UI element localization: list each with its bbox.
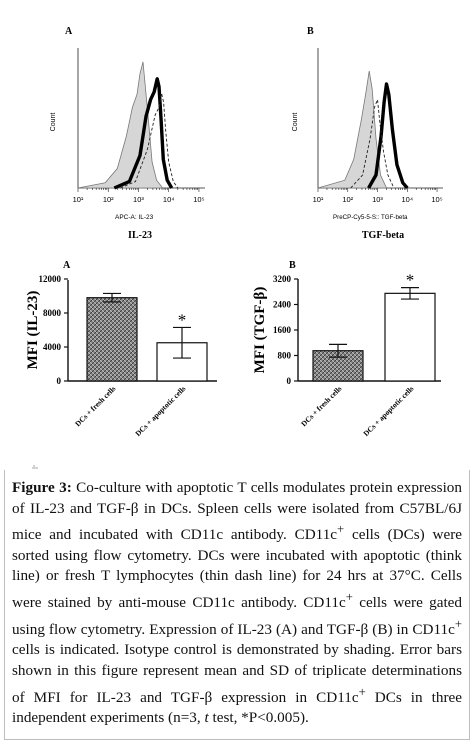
x-category-label: DCs + fresh cells xyxy=(73,384,117,428)
y-tick-label: 0 xyxy=(57,376,62,386)
fresh-cells-curve xyxy=(350,99,395,189)
caption-superscript: + xyxy=(454,616,462,631)
x-category-label: DCs + apoptotic cells xyxy=(133,384,187,438)
figure-caption: Figure 3: Co-culture with apoptotic T ce… xyxy=(12,478,462,729)
bar-chart-il23: A MFI (IL-23) 0 4000 8000 12000 DCs + fresh … xyxy=(25,260,217,438)
y-tick-label: 1600 xyxy=(273,325,292,335)
y-tick-label: 0 xyxy=(287,376,292,386)
x-tick-label: 10¹ xyxy=(313,195,324,204)
bar xyxy=(384,292,436,382)
y-tick-label: 3200 xyxy=(273,274,292,284)
bar xyxy=(86,297,138,382)
caption-text: DCs in three independent experiments (n=… xyxy=(12,688,462,727)
x-category-label: DCs + fresh cells xyxy=(299,384,343,428)
x-tick-label: 10¹ xyxy=(73,195,84,204)
y-tick-label: 4000 xyxy=(43,342,62,352)
x-tick-label: 10⁴ xyxy=(163,195,175,204)
panel-label: A xyxy=(63,260,71,271)
x-axis-label: PreCP-Cy5-5-S:: TGF-beta xyxy=(333,214,408,221)
histogram-tgfbeta: B Count 10¹ 10² 10³ 10⁴ 10⁵ PreCP-Cy5-5-S:: … xyxy=(292,26,443,241)
caption-superscript: + xyxy=(358,684,366,699)
y-tick-label: 12000 xyxy=(39,274,62,284)
histogram-title: TGF-beta xyxy=(362,230,404,241)
x-tick-label: 10⁴ xyxy=(401,195,413,204)
y-axis-label: MFI (TGF-β) xyxy=(252,287,268,374)
apoptotic-cells-curve xyxy=(113,77,174,190)
caption-text: cells (DCs) were sorted using flow cytom… xyxy=(12,526,462,612)
x-axis-label: APC-A: IL-23 xyxy=(115,214,154,221)
x-tick-label: 10³ xyxy=(133,195,144,204)
x-category-label: DCs + apoptotic cells xyxy=(361,384,415,438)
x-tick-label: 10² xyxy=(342,195,353,204)
caption-text: Co-culture with apoptotic T cells modula… xyxy=(12,479,462,544)
y-tick-label: 800 xyxy=(278,351,292,361)
x-tick-label: 10² xyxy=(103,195,114,204)
panel-label: B xyxy=(307,26,314,37)
histogram-il23: A Count 10¹ 10² 10³ 10⁴ 10⁵ APC-A: IL-23 IL-… xyxy=(50,26,205,241)
x-tick-label: 10⁵ xyxy=(193,195,204,204)
y-axis-label: Count xyxy=(292,113,299,132)
y-axis-label: Count xyxy=(50,113,57,132)
figure-panels: A Count 10¹ 10² 10³ 10⁴ 10⁵ APC-A: IL-23 IL-… xyxy=(25,26,443,469)
caption-label: Figure 3: xyxy=(12,479,72,496)
panel-label: A xyxy=(65,26,73,37)
caption-text: cells is indicated. Isotype control is d… xyxy=(12,641,462,706)
caption-frame xyxy=(4,470,470,740)
bar-chart-tgfbeta: B MFI (TGF-β) 0 800 1600 2400 3200 DCs + fres… xyxy=(252,260,441,438)
x-tick-label: 10⁵ xyxy=(431,195,442,204)
caption-italic: t xyxy=(204,709,209,727)
isotype-control-curve xyxy=(77,61,164,189)
y-tick-label: 2400 xyxy=(273,300,292,310)
caption-text: cells were gated using flow cytometry. E… xyxy=(12,594,462,638)
stray-mark xyxy=(32,465,38,469)
isotype-control-curve xyxy=(317,70,388,189)
apoptotic-cells-curve xyxy=(367,82,409,190)
significance-marker: * xyxy=(178,310,187,329)
y-tick-label: 8000 xyxy=(43,308,62,318)
x-tick-label: 10³ xyxy=(372,195,383,204)
fresh-cells-curve xyxy=(120,92,179,189)
y-axis-label: MFI (IL-23) xyxy=(25,291,41,370)
caption-text: test, *P<0.005). xyxy=(208,709,309,727)
significance-marker: * xyxy=(406,271,415,290)
histogram-title: IL-23 xyxy=(128,230,152,241)
caption-superscript: + xyxy=(337,522,345,537)
panel-label: B xyxy=(289,260,296,271)
caption-superscript: + xyxy=(345,590,353,605)
